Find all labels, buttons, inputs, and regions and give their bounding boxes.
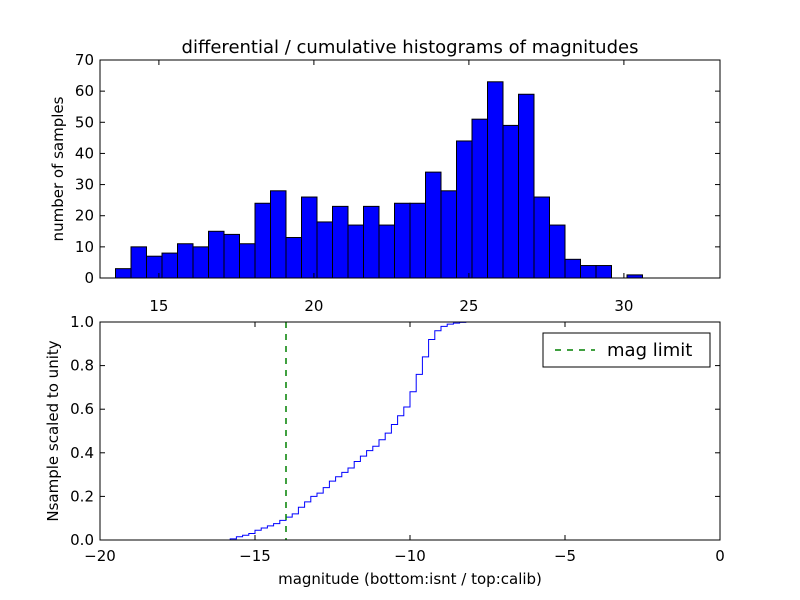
histogram-bars — [115, 81, 643, 279]
histogram-bar — [549, 224, 566, 279]
histogram-bar — [595, 265, 612, 279]
x-tick-label: −5 — [554, 547, 576, 565]
histogram-bar — [347, 224, 364, 279]
y-tick-label: 0.0 — [70, 531, 94, 549]
histogram-bar — [502, 124, 519, 279]
histogram-bar — [440, 190, 457, 279]
histogram-bar — [580, 265, 597, 279]
histogram-bar — [363, 205, 380, 279]
histogram-bar — [254, 202, 271, 279]
histogram-bar — [378, 224, 395, 279]
histogram-x-ticks: 15 20 25 30 — [149, 60, 633, 315]
histogram-bar — [425, 171, 442, 279]
x-tick-label: 20 — [304, 297, 323, 315]
histogram-bar — [301, 196, 318, 279]
y-tick-label: 30 — [75, 176, 94, 194]
histogram-bar — [130, 246, 147, 279]
histogram-bar — [487, 81, 504, 279]
histogram-bar — [161, 252, 178, 279]
histogram-bar — [239, 243, 256, 279]
histogram-bar — [192, 246, 209, 279]
histogram-bar — [223, 233, 240, 279]
histogram-bar — [533, 196, 550, 279]
histogram-bar — [285, 237, 302, 279]
x-tick-label: 15 — [149, 297, 168, 315]
y-tick-label: 50 — [75, 113, 94, 131]
x-tick-label: −10 — [394, 547, 426, 565]
cumulative-x-label: magnitude (bottom:isnt / top:calib) — [278, 570, 542, 588]
y-tick-label: 60 — [75, 82, 94, 100]
x-tick-label: 25 — [459, 297, 478, 315]
histogram-y-ticks: 0 10 20 30 40 50 60 70 — [75, 51, 720, 287]
histogram-bar — [332, 205, 349, 279]
histogram-bar — [146, 255, 163, 279]
cumulative-step-line — [100, 321, 720, 541]
histogram-bar — [564, 258, 581, 279]
y-tick-label: 1.0 — [70, 313, 94, 331]
cumulative-y-label: Nsample scaled to unity — [44, 340, 62, 521]
legend-label-mag-limit: mag limit — [607, 340, 692, 361]
histogram-bar — [115, 268, 132, 279]
histogram-axes: differential / cumulative histograms of … — [49, 37, 721, 315]
x-tick-label: 30 — [614, 297, 633, 315]
y-tick-label: 0 — [84, 269, 94, 287]
legend: mag limit — [542, 332, 711, 368]
x-tick-label: −20 — [84, 547, 116, 565]
x-tick-label: −15 — [239, 547, 271, 565]
cumulative-y-ticks: 0.0 0.2 0.4 0.6 0.8 1.0 — [70, 313, 720, 549]
cumulative-x-ticks: −20 −15 −10 −5 0 — [84, 322, 725, 565]
cumulative-axes: 0.0 0.2 0.4 0.6 0.8 1.0 −20 −15 −10 −5 0 magnitud… — [44, 313, 725, 588]
x-tick-label: 0 — [715, 547, 725, 565]
chart-title: differential / cumulative histograms of … — [182, 37, 639, 58]
histogram-bar — [208, 230, 225, 279]
y-tick-label: 0.4 — [70, 444, 94, 462]
histogram-bar — [177, 243, 194, 279]
cumulative-lines — [100, 321, 720, 541]
histogram-bar — [270, 190, 287, 279]
histogram-frame — [99, 59, 721, 279]
histogram-bar — [394, 202, 411, 279]
y-tick-label: 0.8 — [70, 357, 94, 375]
y-tick-label: 0.6 — [70, 400, 94, 418]
histogram-y-label: number of samples — [49, 96, 67, 241]
histogram-bar — [456, 140, 473, 279]
histogram-bar — [518, 93, 535, 279]
histogram-bar — [471, 118, 488, 279]
y-tick-label: 0.2 — [70, 487, 94, 505]
y-tick-label: 40 — [75, 144, 94, 162]
histogram-bar — [409, 202, 426, 279]
y-tick-label: 20 — [75, 207, 94, 225]
y-tick-label: 10 — [75, 238, 94, 256]
y-tick-label: 70 — [75, 51, 94, 69]
histogram-bar — [316, 221, 333, 279]
